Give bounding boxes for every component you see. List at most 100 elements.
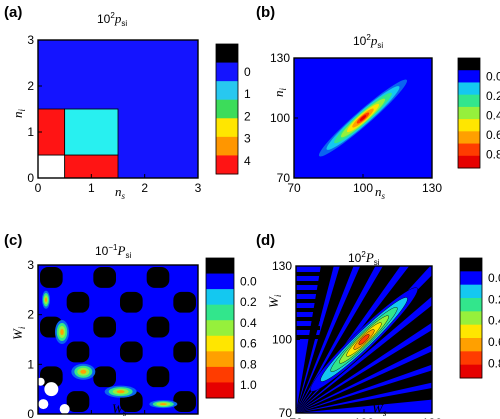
x-tick-label: 0 — [35, 417, 42, 419]
lobe-contour — [80, 369, 87, 374]
x-tick-label: 130 — [422, 416, 442, 419]
ridge-contour — [358, 334, 370, 345]
colorbar-level — [458, 94, 480, 108]
dark-band — [296, 281, 320, 285]
panel-c-xlabel: Ws — [112, 401, 127, 418]
colorbar-level — [206, 304, 234, 321]
colorbar-level — [460, 311, 482, 326]
colorbar-tick-label: 0 — [244, 65, 251, 79]
dark-fringe — [296, 370, 432, 413]
colorbar-level — [460, 351, 482, 366]
lobe-contour — [45, 297, 47, 303]
y-tick-label: 70 — [277, 171, 291, 185]
colorbar-tick-label: 1 — [244, 87, 251, 101]
colorbar-tick-label: 2 — [244, 109, 251, 123]
colorbar-tick-label: 0.6 — [486, 128, 500, 142]
colorbar-level — [216, 62, 238, 82]
x-tick-label: 0 — [35, 181, 42, 195]
dark-region — [146, 267, 170, 288]
y-tick-label: 130 — [270, 51, 290, 65]
dark-band — [296, 272, 320, 276]
colorbar-level — [216, 99, 238, 119]
dark-region — [173, 341, 196, 363]
dark-band — [296, 299, 320, 303]
y-tick-label: 0 — [27, 171, 34, 185]
colorbar-level — [206, 289, 234, 306]
panel-d-xlabel: Ws — [372, 401, 387, 418]
ridge-contour — [359, 115, 367, 121]
panel-b-ylabel: ni — [271, 88, 288, 98]
colorbar-level — [460, 338, 482, 352]
colorbar-level — [460, 364, 482, 379]
lobe-contour — [60, 329, 64, 336]
colorbar-tick-label: 0.8 — [486, 148, 500, 162]
dark-region — [173, 291, 196, 313]
colorbar-tick-label: 0.8 — [240, 357, 257, 371]
panel-label-a: (a) — [4, 4, 22, 21]
dark-region — [66, 341, 90, 363]
colorbar-level — [206, 366, 234, 383]
colorbar-frame — [215, 43, 239, 175]
dark-region — [120, 291, 143, 313]
colorbar-frame — [457, 57, 481, 169]
y-tick-label: 1 — [27, 357, 34, 371]
heatmap-field — [38, 265, 198, 414]
dark-region — [146, 366, 170, 388]
saturated-blob — [59, 404, 70, 414]
x-tick-label: 3 — [195, 181, 202, 195]
colorbar-frame — [205, 257, 235, 399]
lobe-contour — [159, 403, 167, 406]
colorbar-tick-label: 0.2 — [486, 89, 500, 103]
colorbar-level — [460, 298, 482, 312]
colorbar-tick-label: 0.4 — [486, 108, 500, 122]
x-tick-label: 70 — [289, 416, 303, 419]
colorbar-tick-label: 0.4 — [488, 314, 500, 328]
dark-region — [146, 316, 170, 338]
colorbar-level — [460, 324, 482, 339]
panel-a: (a) 102psi 0 1 2 3 0 1 2 3 0 1 2 3 4 ns ni — [4, 4, 251, 201]
panel-c-title: 10−1Psi — [95, 243, 131, 260]
colorbar-level — [216, 44, 238, 64]
colorbar-tick-label: 0.0 — [488, 271, 500, 285]
panel-c-ylabel: Wi — [10, 326, 27, 340]
panel-a-plot: 0 1 2 3 0 1 2 3 — [27, 33, 201, 195]
panel-d-title: 102Psi — [348, 250, 380, 267]
colorbar-tick-label: 0.6 — [240, 337, 257, 351]
colorbar-level — [216, 118, 238, 138]
heatmap-cell — [64, 108, 119, 156]
panel-a-title: 102psi — [97, 11, 127, 28]
colorbar-level — [216, 136, 238, 156]
colorbar-level — [458, 143, 480, 157]
panel-a-ylabel: ni — [10, 109, 27, 119]
y-tick-label: 1 — [27, 125, 34, 139]
dark-region — [93, 316, 116, 338]
colorbar-level — [206, 320, 234, 337]
x-tick-label: 1 — [88, 417, 95, 419]
colorbar-level — [460, 284, 482, 299]
x-tick-label: 130 — [422, 181, 442, 195]
heatmap-cell — [37, 154, 66, 179]
panel-d-colorbar: 0.0 0.2 0.4 0.6 0.8 — [459, 257, 500, 379]
colorbar-tick-label: 0.2 — [240, 295, 257, 309]
colorbar-tick-label: 3 — [244, 132, 251, 146]
x-tick-label: 70 — [287, 181, 301, 195]
x-tick-label: 100 — [354, 416, 374, 419]
colorbar-tick-label: 0.2 — [488, 292, 500, 306]
colorbar-level — [206, 382, 234, 399]
colorbar-tick-label: 0.8 — [488, 356, 500, 370]
dark-band — [296, 317, 320, 321]
dark-region — [120, 341, 143, 363]
x-tick-label: 2 — [141, 417, 148, 419]
saturated-blob — [44, 382, 59, 397]
dark-region — [93, 267, 116, 288]
panel-b-title: 102psi — [353, 33, 383, 50]
panel-d: (d) 102Psi 70 100 130 70 100 130 0.0 0.2 0.4 0.6… — [256, 232, 500, 419]
y-tick-label: 2 — [27, 79, 34, 93]
dark-fringe — [296, 351, 432, 413]
colorbar-level — [458, 155, 480, 169]
dark-region — [66, 391, 90, 412]
y-tick-label: 100 — [270, 111, 290, 125]
colorbar-level — [206, 351, 234, 368]
